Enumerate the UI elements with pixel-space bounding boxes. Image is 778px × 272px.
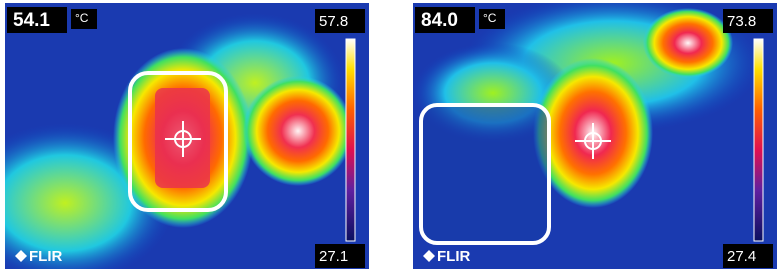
- spot-temp: 54.1: [13, 10, 50, 31]
- brand: FLIR: [437, 248, 470, 265]
- scale-min: 27.4: [727, 248, 756, 265]
- color-scale: [346, 39, 355, 241]
- unit: °C: [75, 11, 89, 25]
- thermal-image: 84.0 °C 73.8 27.4 FLIR: [413, 3, 777, 269]
- scale-max: 73.8: [727, 13, 756, 30]
- hot-spot: [643, 8, 733, 78]
- unit: °C: [483, 11, 497, 25]
- thermal-image: 54.1 °C 57.8 27.1 FLIR: [5, 3, 369, 269]
- spot-temp: 84.0: [421, 10, 458, 31]
- scale-min: 27.1: [319, 248, 348, 265]
- page: 54.1 °C 57.8 27.1 FLIR 84.0 °C 73.8 27.4…: [0, 0, 778, 272]
- color-scale: [754, 39, 763, 241]
- scale-max: 57.8: [319, 13, 348, 30]
- shadow-area: [421, 105, 549, 243]
- hot-spot: [243, 76, 353, 186]
- brand: FLIR: [29, 248, 62, 265]
